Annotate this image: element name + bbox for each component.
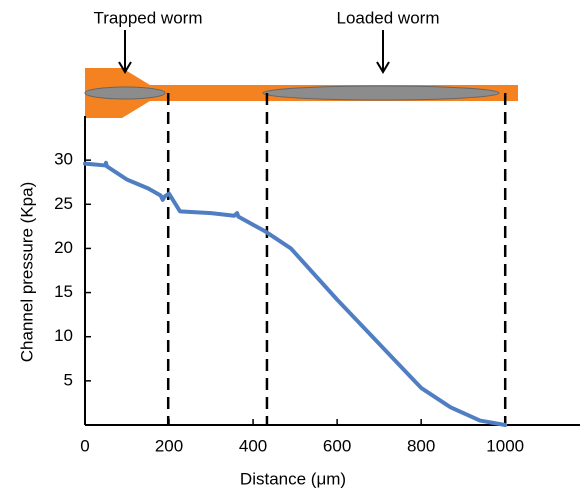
x-tick-label: 400 [239, 436, 267, 455]
y-axis-label: Channel pressure (Kpa) [17, 182, 36, 362]
y-tick-label: 10 [54, 326, 73, 345]
x-tick-label: 800 [407, 436, 435, 455]
x-tick-label: 1000 [486, 436, 524, 455]
x-tick-label: 0 [80, 436, 89, 455]
arrow-head [376, 61, 390, 74]
annotation: Loaded worm [336, 8, 439, 27]
arrow-head [118, 61, 132, 74]
y-tick-label: 25 [54, 194, 73, 213]
y-tick-label: 30 [54, 150, 73, 169]
y-tick-label: 15 [54, 282, 73, 301]
y-tick-label: 20 [54, 238, 73, 257]
x-tick-label: 200 [155, 436, 183, 455]
data-line [83, 160, 508, 427]
y-tick-label: 5 [64, 370, 73, 389]
loaded-worm-shape [262, 85, 500, 101]
x-tick-label: 600 [323, 436, 351, 455]
x-axis-label: Distance (μm) [240, 469, 346, 488]
channel-diagram [84, 30, 518, 118]
annotation: Trapped worm [94, 8, 203, 27]
trapped-worm-shape [84, 86, 166, 100]
